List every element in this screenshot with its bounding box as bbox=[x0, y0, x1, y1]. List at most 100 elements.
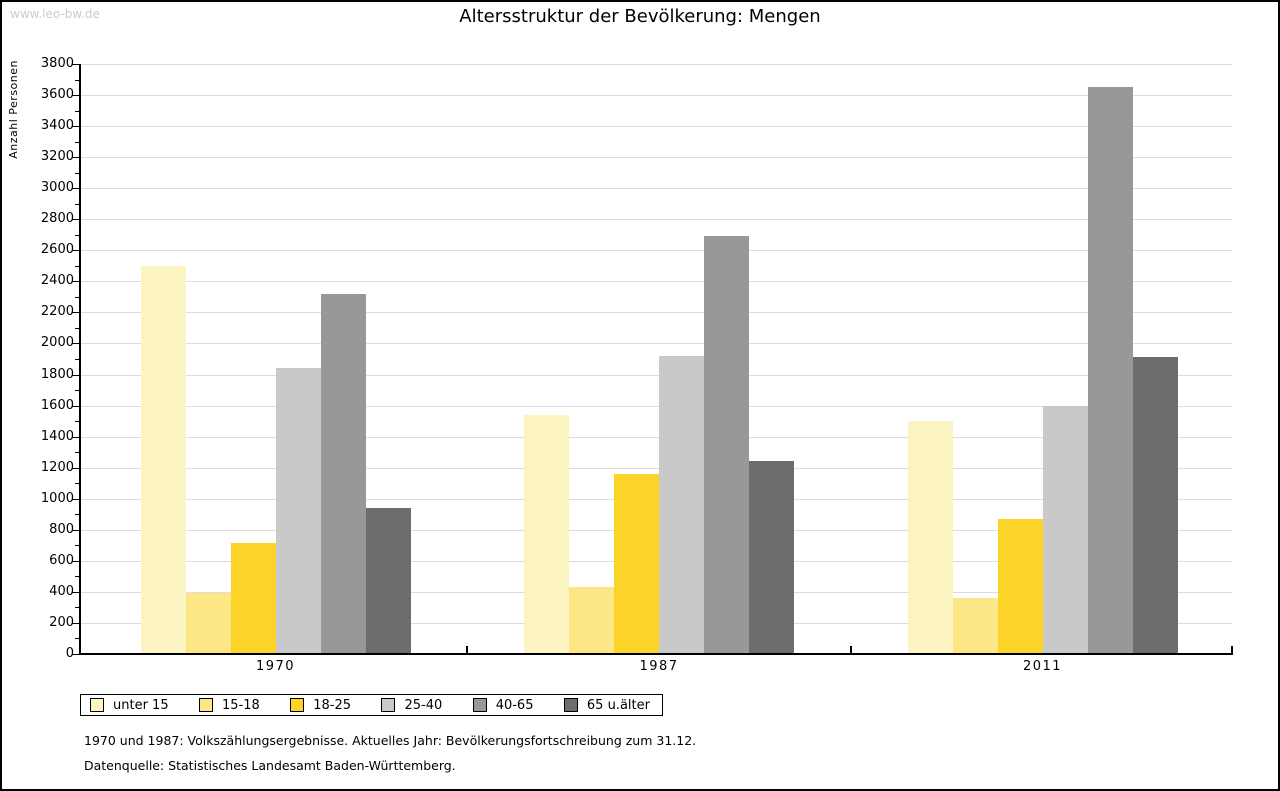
legend-item: 25-40 bbox=[381, 698, 442, 713]
legend-swatch-icon bbox=[199, 698, 214, 712]
chart-title: Altersstruktur der Bevölkerung: Mengen bbox=[459, 6, 821, 27]
y-tick-label: 3600 bbox=[40, 87, 74, 103]
y-major-tick bbox=[72, 219, 79, 221]
bar-40-65-1970 bbox=[320, 293, 366, 654]
legend-swatch-icon bbox=[90, 698, 104, 712]
bar-unter-15-1987 bbox=[524, 414, 569, 654]
y-major-tick bbox=[72, 126, 79, 128]
legend-label: 40-65 bbox=[495, 697, 534, 713]
y-minor-tick bbox=[75, 110, 79, 112]
legend-swatch-icon bbox=[472, 698, 487, 712]
y-major-tick bbox=[72, 529, 79, 531]
y-tick-label: 2600 bbox=[40, 242, 74, 258]
y-tick-label: 1400 bbox=[40, 428, 74, 444]
y-tick-label: 1800 bbox=[40, 366, 74, 382]
y-major-tick bbox=[72, 591, 79, 593]
footnote-source-years: 1970 und 1987: Volkszählungsergebnisse. … bbox=[84, 733, 697, 748]
legend-swatch-icon bbox=[381, 698, 396, 712]
y-minor-tick bbox=[75, 79, 79, 81]
y-tick-label: 2400 bbox=[40, 273, 74, 289]
y-gridline bbox=[81, 405, 1232, 407]
y-gridline bbox=[81, 188, 1232, 190]
y-tick-label: 3000 bbox=[40, 180, 74, 196]
y-minor-tick bbox=[75, 452, 79, 454]
bar-18-25-1970 bbox=[230, 542, 276, 654]
y-gridline bbox=[81, 281, 1232, 283]
y-tick-label: 3800 bbox=[40, 56, 74, 71]
legend-item: 40-65 bbox=[472, 697, 534, 713]
legend-swatch-icon bbox=[563, 698, 578, 712]
y-gridline bbox=[81, 374, 1232, 376]
legend-label: 65 u.älter bbox=[586, 697, 650, 713]
y-minor-tick bbox=[75, 203, 79, 205]
legend-item: unter 15 bbox=[90, 698, 169, 713]
y-major-tick bbox=[72, 436, 79, 438]
y-gridline bbox=[81, 312, 1232, 314]
bar-40-65-1987 bbox=[704, 236, 749, 654]
y-tick-label: 600 bbox=[49, 552, 74, 568]
y-major-tick bbox=[72, 343, 79, 345]
y-axis-line bbox=[79, 64, 81, 655]
y-tick-label: 3400 bbox=[40, 118, 74, 134]
bar-15-18-2011 bbox=[952, 598, 998, 654]
y-tick-label: 1200 bbox=[40, 459, 74, 475]
legend-label: unter 15 bbox=[113, 697, 169, 713]
y-gridline bbox=[81, 219, 1232, 221]
bar-18-25-2011 bbox=[997, 518, 1043, 654]
y-minor-tick bbox=[75, 296, 79, 298]
y-minor-tick bbox=[75, 327, 79, 329]
bar-25-40-1970 bbox=[275, 368, 321, 654]
y-major-tick bbox=[72, 654, 79, 655]
y-minor-tick bbox=[75, 607, 79, 609]
bar-65-u-lter-2011 bbox=[1132, 357, 1178, 654]
y-major-tick bbox=[72, 622, 79, 624]
x-tick-label: 1970 bbox=[255, 659, 296, 674]
legend-swatch-icon bbox=[290, 698, 305, 712]
bar-40-65-2011 bbox=[1087, 87, 1133, 654]
bar-15-18-1970 bbox=[185, 593, 231, 654]
y-minor-tick bbox=[75, 514, 79, 516]
legend-item: 18-25 bbox=[290, 698, 351, 713]
y-gridline bbox=[81, 436, 1232, 438]
footnote-data-source: Datenquelle: Statistisches Landesamt Bad… bbox=[84, 758, 456, 773]
y-minor-tick bbox=[75, 234, 79, 236]
y-axis-label: Anzahl Personen bbox=[7, 60, 20, 159]
y-major-tick bbox=[72, 157, 79, 159]
bar-65-u-lter-1970 bbox=[365, 508, 411, 654]
bar-65-u-lter-1987 bbox=[749, 461, 794, 654]
y-major-tick bbox=[72, 498, 79, 500]
legend-item: 65 u.älter bbox=[563, 697, 650, 713]
legend-label: 15-18 bbox=[222, 697, 260, 713]
y-major-tick bbox=[72, 188, 79, 190]
watermark: www.leo-bw.de bbox=[10, 7, 100, 21]
x-axis-line bbox=[79, 653, 1233, 655]
y-major-tick bbox=[72, 250, 79, 252]
y-tick-label: 1000 bbox=[40, 490, 74, 506]
bar-18-25-1987 bbox=[614, 473, 659, 654]
x-boundary-tick bbox=[1231, 646, 1233, 654]
y-minor-tick bbox=[75, 576, 79, 578]
legend: unter 15 15-18 18-25 25-40 40-65 65 u.älter bbox=[80, 694, 663, 716]
y-minor-tick bbox=[75, 638, 79, 640]
y-major-tick bbox=[72, 560, 79, 562]
y-minor-tick bbox=[75, 265, 79, 267]
bar-unter-15-2011 bbox=[907, 421, 953, 654]
y-gridline bbox=[81, 64, 1232, 65]
bar-unter-15-1970 bbox=[140, 265, 186, 654]
y-gridline bbox=[81, 95, 1232, 97]
y-tick-label: 400 bbox=[49, 583, 74, 599]
y-gridline bbox=[81, 250, 1232, 252]
y-minor-tick bbox=[75, 141, 79, 143]
x-tick-label: 1987 bbox=[639, 659, 679, 674]
y-tick-label: 2200 bbox=[40, 304, 74, 320]
legend-item: 15-18 bbox=[199, 698, 260, 713]
y-gridline bbox=[81, 157, 1232, 159]
y-tick-label: 2000 bbox=[40, 335, 74, 351]
y-tick-label: 800 bbox=[49, 521, 74, 537]
y-minor-tick bbox=[75, 390, 79, 392]
legend-label: 18-25 bbox=[313, 697, 352, 713]
y-minor-tick bbox=[75, 172, 79, 174]
y-tick-label: 3200 bbox=[40, 149, 74, 165]
y-major-tick bbox=[72, 95, 79, 97]
